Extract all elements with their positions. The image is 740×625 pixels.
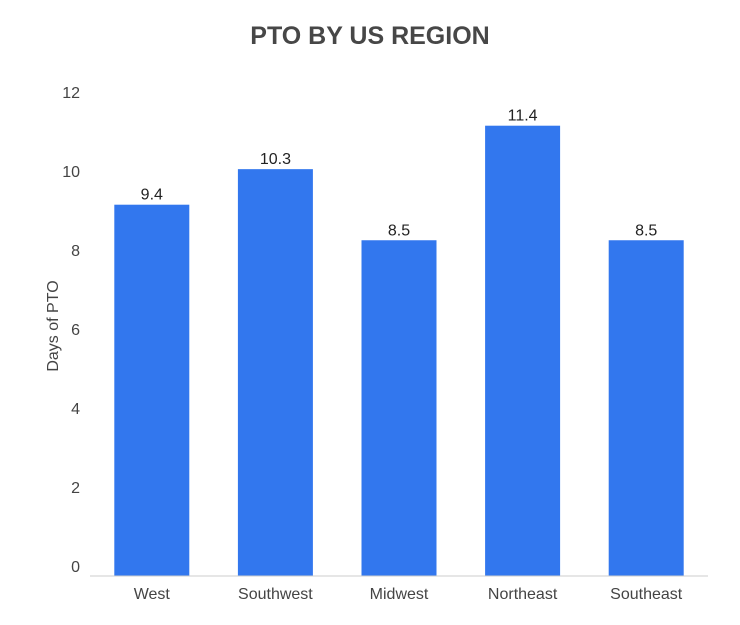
y-tick-label: 12 <box>62 85 80 102</box>
value-labels: 9.4 10.3 8.5 11.4 8.5 <box>141 108 658 240</box>
bar-southwest <box>237 169 313 576</box>
y-tick-label: 10 <box>62 164 80 181</box>
bar-northeast <box>485 125 561 576</box>
bar-midwest <box>361 240 437 576</box>
bar-southeast <box>608 240 684 576</box>
y-tick-label: 4 <box>71 401 80 418</box>
x-tick-label-northeast: Northeast <box>488 586 558 603</box>
value-label-southwest: 10.3 <box>260 151 291 168</box>
value-label-northeast: 11.4 <box>508 108 538 125</box>
x-tick-label-southeast: Southeast <box>610 586 683 603</box>
x-tick-label-southwest: Southwest <box>238 586 313 603</box>
chart-title: PTO BY US REGION <box>250 22 489 50</box>
bars <box>114 125 684 576</box>
value-label-midwest: 8.5 <box>388 222 410 239</box>
x-axis-ticks: West Southwest Midwest Northeast Southeast <box>134 586 683 603</box>
y-tick-label: 8 <box>71 243 80 260</box>
x-tick-label-west: West <box>134 586 171 603</box>
x-tick-label-midwest: Midwest <box>370 586 429 603</box>
bar-west <box>114 204 190 576</box>
y-axis-label: Days of PTO <box>45 280 62 371</box>
y-tick-label: 0 <box>71 559 80 576</box>
y-tick-label: 6 <box>71 322 80 339</box>
value-label-southeast: 8.5 <box>635 222 657 239</box>
value-label-west: 9.4 <box>141 187 163 204</box>
y-tick-label: 2 <box>71 480 80 497</box>
y-axis-ticks: 0 2 4 6 8 10 12 <box>62 85 80 576</box>
